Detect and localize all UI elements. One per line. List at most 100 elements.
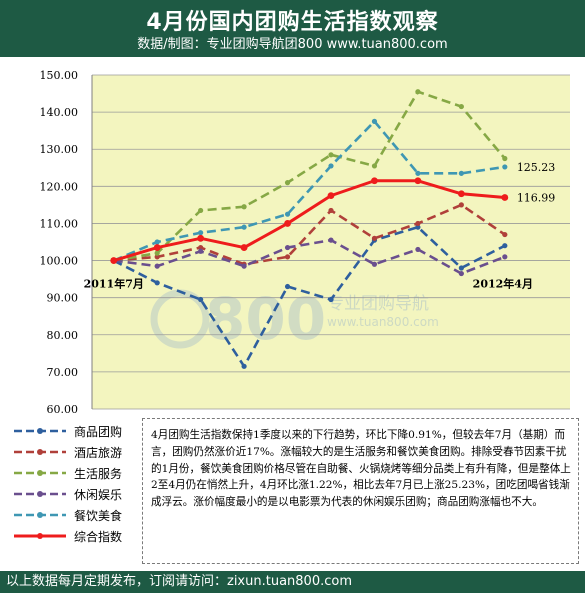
legend-swatch-icon [14, 512, 66, 518]
data-point [284, 180, 291, 186]
data-point [154, 254, 160, 260]
data-point [284, 244, 291, 251]
data-point [371, 261, 378, 267]
data-point [328, 152, 334, 158]
data-point [284, 211, 291, 217]
end-data-label: 116.99 [517, 192, 556, 205]
watermark-url: www.tuan800.com [327, 315, 439, 329]
end-data-label: 125.23 [517, 161, 556, 174]
page-subtitle: 数据/制图：专业团购导航团800 www.tuan800.com [137, 37, 448, 52]
data-point [284, 254, 291, 260]
y-tick-label: 80.00 [47, 329, 79, 342]
data-point [371, 235, 378, 241]
data-point [415, 170, 421, 176]
data-point [457, 190, 465, 198]
data-point [197, 234, 205, 242]
data-point [502, 254, 508, 260]
data-point [241, 204, 247, 210]
data-point [110, 257, 118, 264]
series-line [113, 90, 506, 262]
y-tick-label: 90.00 [47, 292, 79, 305]
data-point [458, 265, 464, 271]
y-tick-label: 70.00 [47, 366, 79, 379]
y-tick-label: 60.00 [47, 403, 79, 416]
legend-swatch-icon [14, 491, 66, 497]
legend-swatch-icon [14, 449, 66, 455]
data-point [371, 163, 378, 169]
data-point [458, 170, 464, 176]
legend-label: 酒店旅游 [74, 446, 123, 460]
legend-label: 休闲娱乐 [74, 488, 123, 502]
data-point [415, 89, 421, 95]
data-point [154, 263, 160, 269]
series-line [113, 179, 505, 262]
data-point [371, 118, 378, 124]
data-point [501, 194, 509, 201]
data-point [327, 192, 335, 200]
data-point [415, 246, 421, 253]
x-end-label: 2012年4月 [473, 277, 533, 291]
data-point [328, 163, 334, 169]
legend-label: 餐饮美食 [74, 509, 123, 523]
legend-item: 生活服务 [12, 463, 142, 484]
data-point [371, 177, 378, 185]
data-point [198, 207, 204, 214]
y-tick-label: 150.00 [40, 69, 79, 82]
legend-item: 酒店旅游 [12, 442, 142, 463]
data-point [414, 177, 422, 185]
legend-label: 综合指数 [74, 530, 123, 544]
data-point [458, 103, 464, 110]
y-tick-label: 120.00 [40, 180, 79, 193]
data-point [328, 296, 334, 303]
y-tick-label: 130.00 [40, 143, 79, 156]
data-point [240, 244, 248, 251]
watermark-brand: 800 [205, 285, 326, 353]
x-start-label: 2011年7月 [84, 277, 144, 291]
series-line [113, 120, 506, 262]
data-point [198, 244, 204, 251]
data-point [198, 296, 204, 303]
data-point [154, 239, 160, 245]
analysis-note: 4月团购生活指数保持1季度以来的下行趋势，环比下降0.91%，但较去年7月（基期… [142, 418, 579, 564]
watermark-logo-icon [150, 289, 210, 349]
data-point [415, 224, 421, 230]
y-tick-label: 100.00 [40, 255, 79, 268]
legend-item: 休闲娱乐 [12, 484, 142, 505]
data-point [502, 164, 508, 170]
legend-label: 商品团购 [74, 425, 123, 439]
data-point [153, 244, 161, 251]
legend-item: 餐饮美食 [12, 505, 142, 526]
data-point [198, 248, 204, 254]
chart-legend: 商品团购酒店旅游生活服务休闲娱乐餐饮美食综合指数 [12, 421, 142, 547]
data-point [241, 224, 247, 230]
data-point [154, 280, 160, 286]
data-point [284, 220, 291, 227]
footer-bar: 以上数据每月定期发布，订阅请访问：zixun.tuan800.com [0, 571, 585, 593]
data-point [328, 237, 334, 243]
data-point [502, 155, 508, 162]
y-tick-label: 110.00 [40, 217, 79, 230]
series-line [113, 238, 506, 275]
legend-swatch-icon [14, 428, 66, 434]
data-point [198, 230, 204, 236]
legend-swatch-icon [14, 533, 66, 539]
data-point [502, 243, 508, 249]
data-point [458, 270, 464, 277]
data-point [154, 250, 160, 256]
page-title: 4月份国内团购生活指数观察 [146, 10, 439, 35]
series-line [113, 225, 506, 368]
header-bar: 4月份国内团购生活指数观察 数据/制图：专业团购导航团800 www.tuan8… [0, 0, 585, 57]
legend-label: 生活服务 [74, 467, 123, 481]
data-point [502, 231, 508, 238]
data-point [458, 202, 464, 208]
data-point [284, 283, 291, 290]
legend-swatch-icon [14, 470, 66, 476]
y-tick-label: 140.00 [40, 106, 79, 119]
data-point [241, 363, 247, 369]
data-point [328, 207, 334, 214]
series-line [113, 203, 506, 266]
legend-item: 综合指数 [12, 526, 142, 547]
data-point [241, 263, 247, 269]
